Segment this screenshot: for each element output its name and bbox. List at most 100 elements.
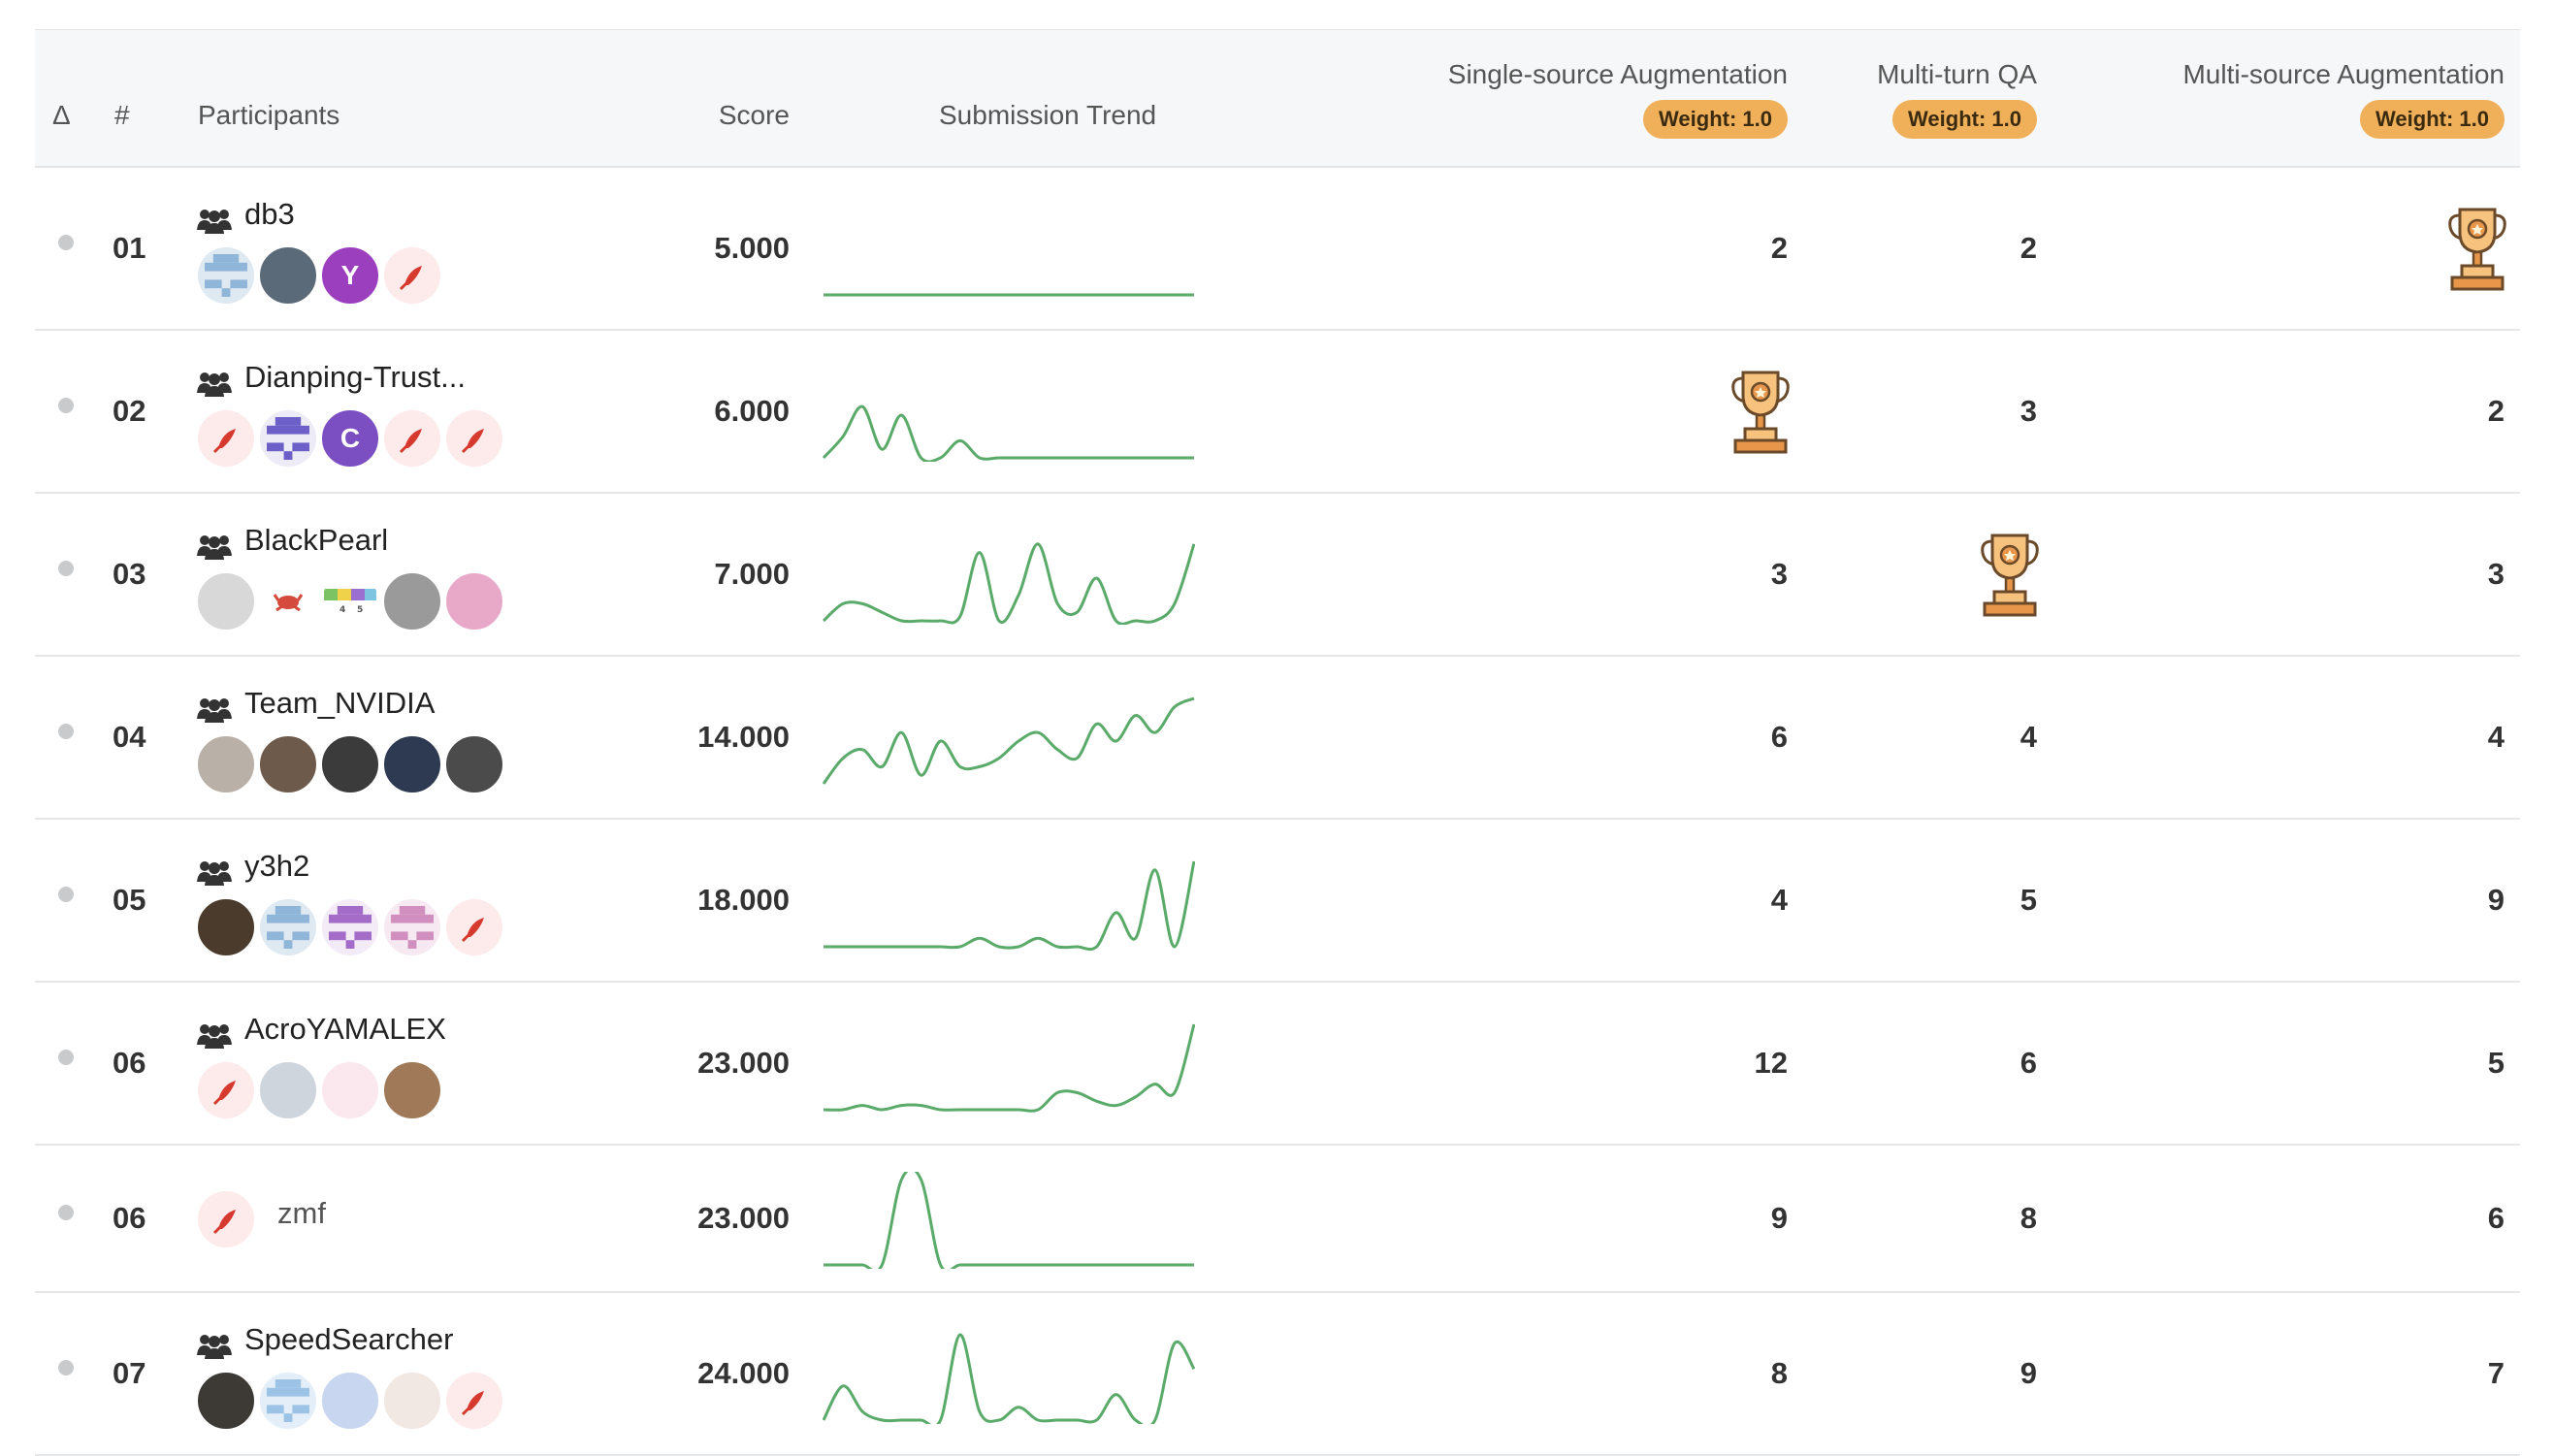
submission-trend-sparkline — [823, 404, 1194, 462]
user-avatar[interactable] — [196, 897, 256, 957]
leaderboard-row[interactable]: 05 y3h2 18.000 4 5 9 — [35, 820, 2520, 983]
user-avatar[interactable] — [320, 1060, 380, 1120]
score-value: 6.000 — [714, 394, 790, 428]
col2-rank-value: 5 — [2020, 883, 2037, 917]
col1-title: Single-source Augmentation — [1447, 59, 1788, 89]
user-avatar[interactable] — [196, 571, 256, 631]
trend-line — [823, 696, 1195, 785]
participants-header[interactable]: Participants — [198, 100, 340, 130]
team-name[interactable]: BlackPearl — [244, 523, 389, 557]
user-avatar[interactable] — [196, 245, 256, 306]
user-avatar[interactable] — [320, 897, 380, 957]
kiwi-bird-avatar[interactable] — [196, 408, 256, 469]
col3-title: Multi-source Augmentation — [2182, 59, 2505, 89]
score-value: 23.000 — [697, 1046, 790, 1080]
trend-line — [823, 542, 1195, 625]
team-name[interactable]: SpeedSearcher — [244, 1322, 454, 1356]
submission-trend-sparkline — [823, 860, 1195, 951]
participant-avatars — [196, 1371, 506, 1431]
score-header[interactable]: Score — [718, 100, 790, 130]
participant-avatars — [196, 897, 506, 957]
user-avatar[interactable] — [196, 1371, 256, 1431]
col2-rank-value: 8 — [2020, 1201, 2037, 1235]
user-avatar[interactable] — [258, 1060, 318, 1120]
kiwi-bird-avatar[interactable] — [196, 1189, 256, 1249]
team-name[interactable]: db3 — [244, 197, 295, 231]
col3-rank-value: 3 — [2487, 557, 2505, 591]
user-avatar[interactable] — [382, 734, 442, 794]
rank-header[interactable]: # — [114, 100, 130, 130]
kiwi-bird-avatar[interactable] — [444, 897, 504, 957]
col1-rank-value: 9 — [1770, 1201, 1788, 1235]
trophy-icon — [1981, 534, 2039, 617]
user-avatar[interactable] — [382, 897, 442, 957]
user-avatar[interactable] — [320, 734, 380, 794]
leaderboard-row[interactable]: 06 AcroYAMALEX 23.000 12 6 5 — [35, 983, 2520, 1146]
user-avatar[interactable] — [258, 897, 318, 957]
col3-header[interactable]: Multi-source Augmentation Weight: 1.0 — [2182, 59, 2505, 139]
user-avatar[interactable] — [196, 734, 256, 794]
rank-change-dot — [58, 1050, 74, 1065]
user-avatar[interactable] — [382, 571, 442, 631]
leaderboard-row[interactable]: 01 db3 Y 5.000 2 2 — [35, 168, 2520, 331]
leaderboard-row[interactable]: 02 Dianping-Trust... C 6.000 3 2 — [35, 331, 2520, 494]
kiwi-bird-avatar[interactable] — [382, 245, 442, 306]
col3-rank-value: 6 — [2487, 1201, 2505, 1235]
user-avatar[interactable] — [444, 734, 504, 794]
submission-trend-sparkline — [823, 696, 1195, 785]
trend-line — [823, 404, 1194, 462]
rank-number: 01 — [113, 231, 146, 265]
letter-avatar[interactable]: C — [320, 408, 380, 469]
letter-avatar[interactable]: Y — [320, 245, 380, 306]
leaderboard-row[interactable]: 06 zmf 23.000 9 8 6 — [35, 1146, 2520, 1293]
col3-weight-badge: Weight: 1.0 — [2360, 100, 2505, 139]
user-avatar[interactable] — [382, 1371, 442, 1431]
leaderboard-row[interactable]: 03 BlackPearl 4 5 7.000 3 3 — [35, 494, 2520, 657]
user-avatar[interactable] — [258, 1371, 318, 1431]
kiwi-bird-avatar[interactable] — [382, 408, 442, 469]
team-name[interactable]: Dianping-Trust... — [244, 360, 466, 394]
col2-weight-badge: Weight: 1.0 — [1892, 100, 2037, 139]
leaderboard-row[interactable]: 07 SpeedSearcher 24.000 8 9 7 — [35, 1293, 2520, 1456]
user-avatar[interactable] — [258, 245, 318, 306]
participant-name[interactable]: zmf — [277, 1196, 326, 1230]
trend-header: Submission Trend — [939, 100, 1157, 130]
col1-header[interactable]: Single-source Augmentation Weight: 1.0 — [1448, 59, 1788, 139]
rank-change-dot — [58, 398, 74, 413]
rank-change-dot — [58, 724, 74, 739]
rank-number: 06 — [113, 1046, 146, 1080]
user-avatar[interactable] — [382, 1060, 442, 1120]
rank-number: 03 — [113, 557, 146, 591]
team-icon — [196, 1332, 233, 1359]
team-name[interactable]: AcroYAMALEX — [244, 1012, 446, 1046]
leaderboard-rows: 01 db3 Y 5.000 2 2 02 Dianping-Trust... C 6.000 3 2… — [35, 168, 2520, 1456]
user-avatar[interactable] — [258, 734, 318, 794]
col2-rank-value: 2 — [2020, 231, 2037, 265]
submission-trend-sparkline — [823, 293, 1194, 297]
col2-rank-value: 3 — [2020, 394, 2037, 428]
rank-number: 07 — [113, 1356, 146, 1390]
submission-trend-sparkline — [823, 542, 1195, 625]
team-name[interactable]: Team_NVIDIA — [244, 686, 436, 720]
col2-header[interactable]: Multi-turn QA Weight: 1.0 — [1877, 59, 2037, 139]
user-avatar[interactable] — [320, 1371, 380, 1431]
user-avatar[interactable] — [258, 571, 318, 631]
rank-change-dot — [58, 887, 74, 902]
leaderboard-row[interactable]: 04 Team_NVIDIA 14.000 6 4 4 — [35, 657, 2520, 820]
trend-line — [823, 1023, 1195, 1113]
svg-text:5: 5 — [357, 605, 363, 615]
kiwi-bird-avatar[interactable] — [196, 1060, 256, 1120]
col3-rank-value: 9 — [2487, 883, 2505, 917]
rank-change-dot — [58, 1360, 74, 1375]
participant-avatars — [196, 1189, 258, 1249]
delta-header[interactable]: Δ — [52, 100, 71, 130]
team-name[interactable]: y3h2 — [244, 849, 310, 883]
col2-rank-value: 9 — [2020, 1356, 2037, 1390]
rank-change-dot — [58, 235, 74, 250]
team-icon — [196, 1021, 233, 1049]
kiwi-bird-avatar[interactable] — [444, 408, 504, 469]
kiwi-bird-avatar[interactable] — [444, 1371, 504, 1431]
user-avatar[interactable] — [444, 571, 504, 631]
user-avatar[interactable] — [258, 408, 318, 469]
